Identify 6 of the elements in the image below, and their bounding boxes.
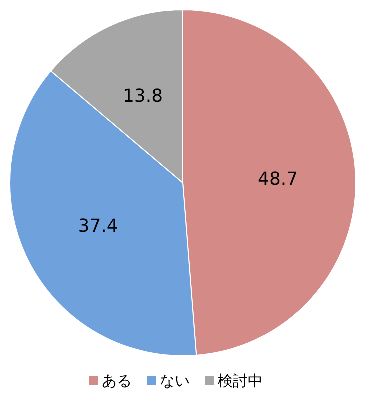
legend-label: 検討中 [218,372,263,390]
data-label: 37.4 [78,216,118,237]
legend-label: ない [160,372,190,390]
data-label: 48.7 [258,168,298,190]
data-label: 13.8 [122,86,164,108]
legend-label: ある [102,372,132,390]
